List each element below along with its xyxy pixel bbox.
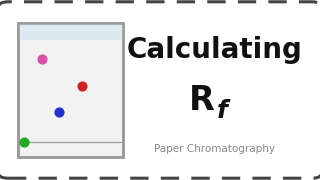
Bar	[18, 23, 123, 157]
Bar	[18, 23, 123, 40]
Point	[21, 141, 27, 144]
Bar	[18, 23, 123, 157]
Text: R: R	[189, 84, 214, 117]
Text: Paper Chromatography: Paper Chromatography	[154, 144, 275, 154]
FancyBboxPatch shape	[0, 2, 320, 178]
Text: f: f	[217, 99, 228, 123]
Point	[79, 85, 84, 88]
Text: Calculating: Calculating	[126, 36, 302, 64]
Point	[39, 58, 44, 61]
Point	[57, 110, 62, 113]
